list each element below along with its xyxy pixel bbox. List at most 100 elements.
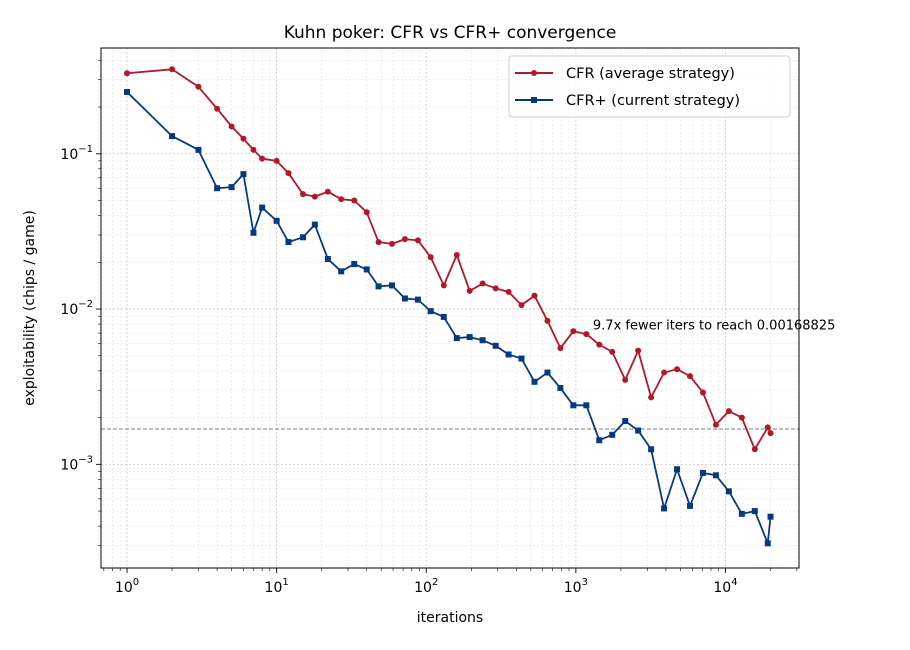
x-axis-label: iterations: [417, 610, 483, 626]
data-point: [557, 345, 564, 352]
data-point: [596, 437, 603, 444]
data-point: [635, 427, 642, 434]
data-point: [518, 355, 525, 362]
data-point: [767, 513, 774, 520]
data-point: [324, 188, 331, 195]
data-point: [609, 348, 616, 355]
data-point: [725, 408, 732, 415]
data-point: [570, 402, 577, 409]
legend-marker-cfr: [531, 70, 537, 76]
data-point: [557, 385, 564, 392]
data-point: [124, 88, 131, 95]
series-layer: [124, 66, 774, 547]
data-point: [687, 373, 693, 380]
data-point: [440, 313, 447, 320]
data-point: [250, 229, 257, 236]
data-point: [712, 421, 719, 428]
data-point: [583, 331, 590, 338]
data-point: [492, 285, 499, 292]
data-point: [299, 234, 306, 241]
data-point: [388, 282, 395, 289]
data-point: [712, 472, 719, 479]
legend-label-cfr: CFR (average strategy): [566, 66, 735, 82]
x-tick-label: 102: [414, 577, 438, 596]
data-point: [414, 296, 421, 303]
data-point: [583, 402, 590, 409]
data-point: [228, 184, 235, 191]
data-point: [169, 133, 176, 140]
data-point: [764, 424, 771, 431]
legend: CFR (average strategy) CFR+ (current str…: [508, 55, 791, 118]
data-point: [375, 239, 382, 246]
data-point: [622, 376, 629, 383]
x-tick-label: 103: [564, 577, 588, 596]
x-tick-label: 104: [713, 577, 737, 596]
data-point: [544, 317, 551, 324]
plot-background: [101, 48, 799, 568]
series-cfr: [124, 66, 774, 453]
data-point: [311, 221, 318, 228]
y-axis-label: exploitability (chips / game): [22, 210, 38, 406]
data-point: [228, 123, 235, 130]
data-point: [609, 431, 616, 438]
data-point: [492, 342, 499, 349]
data-point: [351, 197, 358, 204]
grid-lines: [101, 48, 799, 568]
data-point: [687, 502, 693, 509]
data-point: [273, 217, 280, 224]
data-point: [764, 540, 771, 547]
data-point: [648, 446, 655, 453]
data-point: [259, 204, 266, 211]
data-point: [440, 282, 447, 289]
data-point: [699, 389, 706, 396]
data-point: [738, 510, 745, 517]
data-point: [324, 256, 331, 263]
series-cfr-plus: [124, 88, 774, 547]
data-point: [414, 237, 421, 244]
annotation-text: 9.7x fewer iters to reach 0.00168825: [593, 318, 835, 333]
data-point: [259, 155, 266, 162]
data-point: [751, 446, 758, 453]
data-point: [453, 251, 460, 258]
data-point: [699, 469, 706, 476]
data-point: [240, 171, 247, 178]
tick-labels: 100 101 102 103 104 10−3 10−2 10−1: [60, 144, 737, 596]
data-point: [674, 466, 681, 473]
data-point: [544, 369, 551, 376]
data-point: [479, 337, 486, 344]
data-point: [531, 292, 538, 299]
y-tick-label: 10−2: [60, 299, 93, 318]
data-point: [214, 105, 221, 112]
y-tick-label: 10−3: [60, 454, 93, 473]
data-point: [124, 70, 131, 77]
data-point: [738, 414, 745, 421]
data-point: [338, 268, 345, 275]
data-point: [518, 302, 525, 309]
data-point: [299, 191, 306, 198]
data-point: [195, 83, 202, 90]
data-point: [285, 170, 292, 177]
legend-box: [508, 55, 791, 118]
plot-frame: [100, 47, 800, 569]
data-point: [338, 196, 345, 203]
data-point: [273, 157, 280, 164]
data-point: [169, 66, 176, 73]
axis-ticks: [96, 59, 798, 573]
data-point: [725, 488, 732, 495]
data-point: [767, 430, 774, 437]
y-tick-label: 10−1: [60, 144, 93, 163]
data-point: [351, 261, 358, 268]
data-point: [427, 308, 434, 315]
data-point: [401, 236, 408, 243]
data-point: [648, 394, 655, 401]
data-point: [363, 209, 370, 216]
chart-title: Kuhn poker: CFR vs CFR+ convergence: [284, 23, 617, 43]
data-point: [388, 240, 395, 247]
data-point: [375, 283, 382, 290]
data-point: [596, 341, 603, 348]
data-point: [401, 295, 408, 302]
data-point: [311, 193, 318, 200]
data-point: [570, 328, 577, 335]
data-point: [453, 335, 460, 342]
